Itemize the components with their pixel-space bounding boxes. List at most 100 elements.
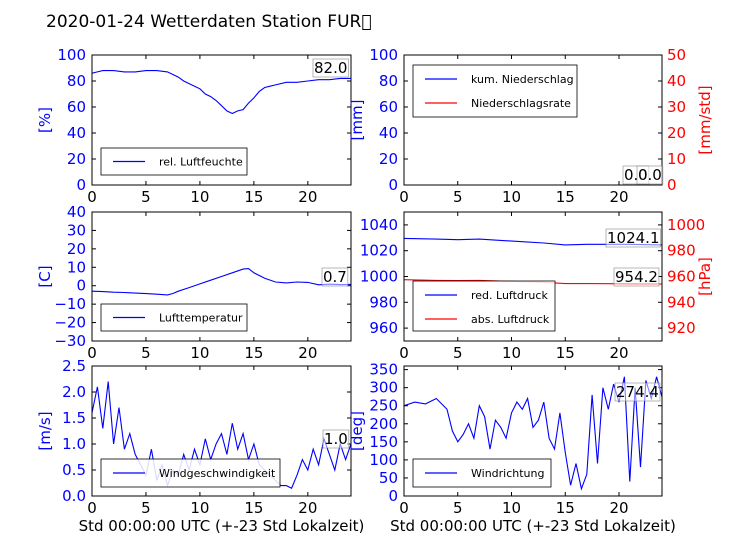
legend-box xyxy=(412,64,578,118)
y2-tick-label: 0 xyxy=(667,176,677,194)
x-tick-label: 20 xyxy=(609,499,628,517)
y2-tick-label: 30 xyxy=(667,98,686,116)
y-tick-label: 250 xyxy=(369,397,398,415)
x-tick-label: 15 xyxy=(244,499,263,517)
legend: Windrichtung xyxy=(412,458,552,488)
y-axis-label: [mm] xyxy=(348,100,366,141)
value-annotation: 0.7 xyxy=(323,268,347,286)
y-tick-label: 10 xyxy=(67,258,86,276)
panel-2: 0 5 10 15 20 0 20 40 60 80 100 0 10 20 30 40 50 [mm] [mm/s… xyxy=(348,46,714,206)
y-tick-label: 1000 xyxy=(360,268,398,286)
x-axis-label: Std 00:00:00 UTC (+-23 Std Lokalzeit) xyxy=(79,517,365,535)
value-annotation-2: 0.0 xyxy=(638,166,662,184)
plot-frame xyxy=(91,211,352,342)
y-tick-label: 40 xyxy=(67,203,86,221)
y-tick-label: 1.5 xyxy=(62,409,86,427)
y2-tick-label: 940 xyxy=(667,293,696,311)
y2-tick-label: 980 xyxy=(667,242,696,260)
legend: rel. Luftfeuchte xyxy=(100,147,248,176)
value-annotation: 82.0 xyxy=(314,59,347,77)
y2-tick-label: 40 xyxy=(667,72,686,90)
x-tick-label: 15 xyxy=(556,499,575,517)
value-annotation-box xyxy=(614,382,661,402)
value-annotation-2: 954.2 xyxy=(615,268,658,286)
x-tick-label: 5 xyxy=(141,344,151,362)
plot-frame xyxy=(91,54,352,186)
y-axis-label: [%] xyxy=(36,107,54,133)
value-annotation: 1.0 xyxy=(324,430,348,448)
legend-label-2: Niederschlagsrate xyxy=(471,97,571,110)
x-tick-label: 0 xyxy=(87,344,97,362)
y-tick-label: 1020 xyxy=(360,242,398,260)
y2-axis-label: [mm/std] xyxy=(696,85,714,154)
plot-frame xyxy=(91,365,352,497)
y-tick-label: 20 xyxy=(379,150,398,168)
legend-label-1: Windrichtung xyxy=(471,467,544,480)
x-tick-label: 15 xyxy=(244,188,263,206)
series-line-1 xyxy=(92,381,351,489)
legend-label-1: rel. Luftfeuchte xyxy=(159,156,243,169)
y-tick-label: 0.5 xyxy=(62,461,86,479)
y-tick-label: 960 xyxy=(369,319,398,337)
x-tick-label: 0 xyxy=(87,188,97,206)
y-tick-label: 100 xyxy=(57,46,86,64)
figure-title: 2020-01-24 Wetterdaten Station FUR  xyxy=(46,12,372,32)
plot-frame xyxy=(403,365,663,497)
y-tick-label: 100 xyxy=(369,451,398,469)
value-annotation: 274.4 xyxy=(616,383,659,401)
y2-tick-label: 920 xyxy=(667,319,696,337)
value-annotation-box xyxy=(312,58,349,78)
x-tick-label: 20 xyxy=(298,188,317,206)
x-tick-label: 5 xyxy=(141,188,151,206)
x-tick-label: 10 xyxy=(502,499,521,517)
panel-4: 0 5 10 15 20 960 980 1000 1020 1040 920 940 960 980 10… xyxy=(360,211,714,362)
y-tick-label: 0 xyxy=(388,176,398,194)
y-axis-label: [deg] xyxy=(348,411,366,451)
legend-label-1: red. Luftdruck xyxy=(471,289,548,302)
legend: Lufttemperatur xyxy=(100,303,248,332)
y-tick-label: 40 xyxy=(379,124,398,142)
panel-5: 0 5 10 15 20 0.0 0.5 1.0 1.5 2.0 2.5 [m/s] Std 00:00… xyxy=(36,357,364,535)
y-tick-label: −30 xyxy=(54,332,86,350)
legend-label-2: abs. Luftdruck xyxy=(471,313,550,326)
y-tick-label: 80 xyxy=(67,72,86,90)
x-tick-label: 10 xyxy=(190,499,209,517)
y-tick-label: 60 xyxy=(379,98,398,116)
y-tick-label: 2.0 xyxy=(62,383,86,401)
y-tick-label: −10 xyxy=(54,295,86,313)
panel-3: 0 5 10 15 20−30−20−10010203040[C]Lufttempera… xyxy=(36,203,352,362)
y-axis-label: [m/s] xyxy=(36,411,54,450)
legend-label-1: Windgeschwindigkeit xyxy=(159,467,276,480)
y-tick-label: 150 xyxy=(369,433,398,451)
y-tick-label: 1.0 xyxy=(62,435,86,453)
legend: red. Luftdruck abs. Luftdruck xyxy=(412,280,556,332)
x-tick-label: 15 xyxy=(244,344,263,362)
x-tick-label: 10 xyxy=(190,188,209,206)
x-tick-label: 5 xyxy=(141,499,151,517)
y-tick-label: 100 xyxy=(369,46,398,64)
x-tick-label: 0 xyxy=(399,499,409,517)
x-tick-label: 20 xyxy=(609,188,628,206)
y2-tick-label: 1000 xyxy=(667,216,705,234)
x-tick-label: 0 xyxy=(399,188,409,206)
x-tick-label: 0 xyxy=(399,344,409,362)
x-axis-label: Std 00:00:00 UTC (+-23 Std Lokalzeit) xyxy=(390,517,676,535)
y2-tick-label: 50 xyxy=(667,46,686,64)
y-tick-label: 200 xyxy=(369,415,398,433)
x-tick-label: 5 xyxy=(453,499,463,517)
x-tick-label: 15 xyxy=(556,188,575,206)
y-axis-label: [C] xyxy=(36,265,54,287)
value-annotation-2-box xyxy=(613,267,660,287)
value-annotation-box xyxy=(321,267,349,287)
y-tick-label: 0 xyxy=(388,487,398,505)
y-tick-label: 20 xyxy=(67,240,86,258)
y-tick-label: 1040 xyxy=(360,216,398,234)
legend-label-1: Lufttemperatur xyxy=(159,312,243,325)
y-tick-label: 300 xyxy=(369,379,398,397)
y-tick-label: 30 xyxy=(67,221,86,239)
y-tick-label: 0.0 xyxy=(62,487,86,505)
y-tick-label: −20 xyxy=(54,314,86,332)
y-tick-label: 0 xyxy=(76,176,86,194)
series-line-1 xyxy=(92,268,351,296)
